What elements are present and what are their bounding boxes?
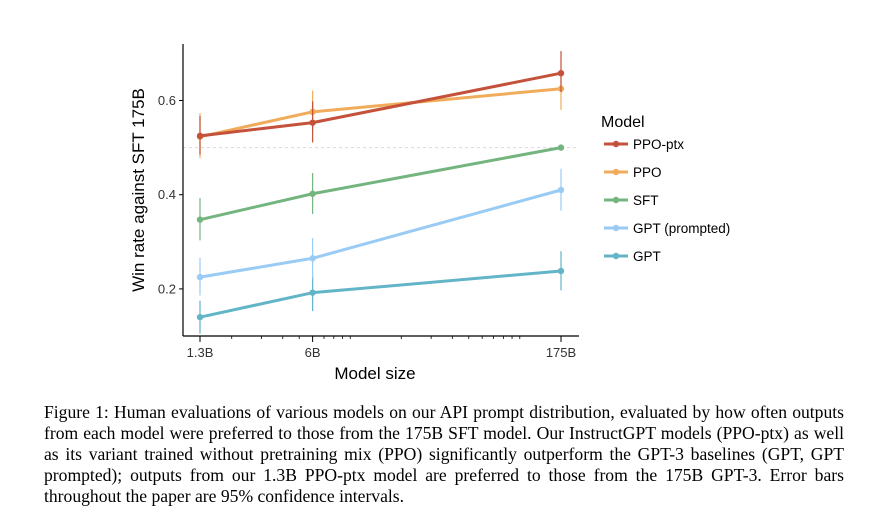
legend-label: PPO-ptx	[633, 137, 684, 152]
y-tick-label: 0.4	[158, 187, 176, 202]
data-point	[196, 313, 204, 321]
data-point	[309, 289, 316, 296]
legend-label: SFT	[633, 193, 659, 208]
y-axis-title: Win rate against SFT 175B	[129, 88, 148, 292]
series-line	[199, 188, 562, 279]
legend-item: GPT	[604, 249, 661, 264]
data-point	[309, 190, 316, 197]
data-point	[557, 70, 565, 77]
legend-label: PPO	[633, 165, 662, 180]
legend-item: GPT (prompted)	[604, 221, 730, 236]
series-ppo-ptx	[196, 51, 565, 155]
series-ppo	[196, 68, 565, 158]
legend-item: PPO-ptx	[604, 137, 684, 152]
data-point	[309, 119, 316, 126]
data-point	[196, 216, 204, 223]
legend-item: PPO	[604, 165, 662, 180]
x-axis-title: Model size	[334, 364, 415, 383]
series-gpt	[196, 251, 565, 334]
legend-title: Model	[601, 114, 645, 131]
legend-label: GPT (prompted)	[633, 221, 730, 236]
legend-swatch-point	[612, 224, 620, 232]
legend-item: SFT	[604, 193, 659, 208]
legend-swatch-point	[612, 140, 620, 148]
figure-caption: Figure 1: Human evaluations of various m…	[44, 402, 844, 506]
series-sft	[196, 144, 565, 241]
series-line	[199, 269, 562, 319]
x-tick-label: 1.3B	[187, 345, 214, 360]
legend-swatch-point	[612, 196, 620, 204]
legend-swatch-point	[612, 252, 620, 260]
legend-swatch-point	[612, 168, 620, 176]
data-point	[196, 132, 204, 140]
data-point	[309, 255, 316, 262]
series-line	[199, 146, 562, 222]
data-point	[557, 144, 565, 151]
data-point	[196, 273, 204, 281]
data-point	[557, 186, 565, 194]
y-tick-label: 0.6	[158, 93, 176, 108]
chart: 0.2 0.4 0.6 1.3B 6B 175B Model size Win rate …	[129, 44, 730, 383]
legend-label: GPT	[633, 249, 661, 264]
x-tick-label: 6B	[305, 345, 321, 360]
series-gpt-prompted	[196, 168, 565, 296]
data-point	[557, 267, 565, 275]
x-tick-label: 175B	[546, 345, 576, 360]
y-tick-label: 0.2	[158, 281, 176, 296]
